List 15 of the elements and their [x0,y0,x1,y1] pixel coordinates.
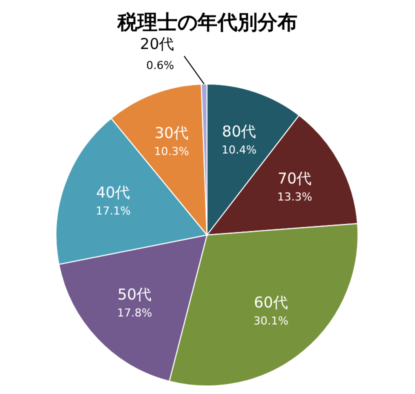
slice-label: 60代 [254,293,288,312]
chart-title: 税理士の年代別分布 [116,10,298,34]
data-label: 30.1% [254,314,288,328]
data-label: 0.6% [146,59,174,72]
data-label: 10.4% [222,144,257,157]
data-label: 17.8% [117,306,152,320]
data-label: 17.1% [96,204,131,218]
slice-label: 80代 [222,122,256,141]
slice-label: 40代 [96,183,130,202]
slice-label: 70代 [278,170,312,188]
slice-label: 50代 [118,285,152,304]
slice-label: 20代 [140,35,174,54]
data-label: 10.3% [154,144,190,158]
data-label: 13.3% [277,190,312,204]
slice-label: 30代 [154,124,189,142]
